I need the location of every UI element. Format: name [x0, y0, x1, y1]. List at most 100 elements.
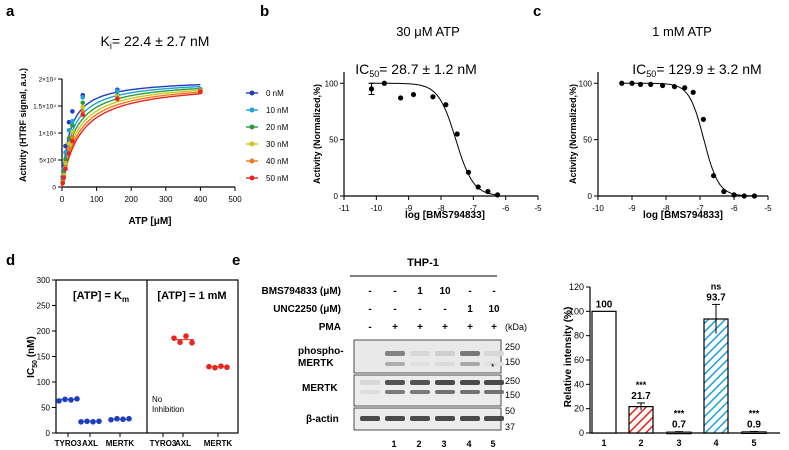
d-x-tick-label: TYRO3 — [55, 439, 82, 448]
panel-c-header: 1 mM ATP — [652, 24, 712, 39]
marker-actin-50: 50 — [505, 406, 515, 416]
panel-e-western-blot: THP-1 BMS794833 (μM) UNC2250 (μM) PMA - -… — [262, 257, 527, 449]
blot-condition-symbol: 10 — [439, 286, 451, 297]
a-legend-marker — [249, 175, 255, 181]
band-mertk-upper — [484, 380, 504, 385]
b-x-tick-label: -10 — [371, 204, 383, 213]
e-significance-label: *** — [674, 409, 685, 419]
a-data-point — [66, 119, 72, 125]
e-value-label: 21.7 — [631, 391, 651, 402]
e-significance-label: ns — [711, 281, 722, 291]
a-data-point — [80, 100, 86, 106]
e-y-tick-label: 60 — [574, 355, 584, 365]
a-legend-marker — [249, 158, 255, 164]
blot-condition-symbol: + — [392, 322, 398, 333]
b-data-point — [475, 184, 481, 190]
d-data-point — [212, 364, 218, 371]
d-x-tick-label: AXL — [82, 439, 98, 448]
band-actin — [385, 416, 405, 421]
panel-b-xlabel: log [BMS794833] — [405, 210, 485, 221]
a-legend-label: 40 nM — [266, 157, 289, 166]
a-legend-label: 20 nM — [266, 123, 289, 132]
a-x-tick-label: 500 — [228, 195, 242, 204]
band-phospho-mertk-lower — [410, 362, 430, 366]
a-fit-curve-2 — [61, 87, 201, 188]
band-mertk-upper — [385, 380, 405, 385]
c-data-point — [648, 81, 654, 87]
panel-d-title-right: [ATP] = 1 mM — [157, 290, 226, 302]
c-x-tick-label: -10 — [592, 204, 604, 213]
d-data-point — [183, 333, 189, 339]
band-phospho-mertk — [460, 351, 480, 356]
a-x-tick-label: 300 — [159, 195, 173, 204]
e-bar-2 — [628, 405, 654, 434]
a-data-point — [80, 104, 86, 110]
a-legend-marker — [249, 141, 255, 147]
e-bar-4 — [703, 318, 729, 434]
panel-d-ylabel: IC50 (nM) — [26, 336, 39, 378]
b-data-point — [443, 102, 449, 108]
band-mertk-lower — [435, 390, 455, 394]
lane-number: 4 — [466, 439, 471, 449]
row-label-bms: BMS794833 (μM) — [262, 286, 341, 297]
d-data-point — [126, 415, 132, 422]
d-data-point — [114, 415, 120, 422]
marker-mertk-150: 150 — [505, 390, 520, 400]
e-x-tick-label: 5 — [751, 438, 756, 448]
b-data-point — [454, 131, 460, 137]
kda-label: (kDa) — [505, 322, 527, 332]
panel-label-d: d — [6, 252, 15, 269]
b-data-point — [430, 94, 436, 100]
panel-a-xlabel: ATP [μM] — [129, 216, 172, 227]
band-phospho-mertk — [410, 351, 430, 356]
d-y-tick-label: 250 — [37, 302, 51, 311]
blot-condition-symbol: 1 — [467, 304, 473, 315]
panel-d-title-left: [ATP] = Km — [73, 290, 129, 304]
panel-d-no-inhibition-line2: Inhibition — [152, 405, 184, 414]
a-legend-label: 0 nM — [266, 89, 284, 98]
a-data-point — [61, 175, 67, 181]
c-data-point — [741, 193, 747, 199]
a-legend-label: 50 nM — [266, 174, 289, 183]
e-value-label: 0.9 — [747, 419, 761, 430]
a-data-point — [80, 95, 86, 100]
e-value-label: 0.7 — [672, 420, 686, 431]
a-fit-curve-5 — [61, 93, 201, 188]
blot-condition-symbol: - — [393, 286, 396, 297]
a-x-tick-label: 200 — [125, 195, 139, 204]
blot-label-actin: β-actin — [306, 414, 339, 425]
band-mertk-lower — [360, 390, 380, 394]
blot-condition-symbol: 10 — [488, 304, 500, 315]
c-data-point — [660, 82, 666, 89]
b-x-tick-label: -11 — [339, 204, 351, 213]
c-x-tick-label: -9 — [628, 204, 636, 213]
a-data-point — [60, 180, 65, 186]
d-y-tick-label: 150 — [37, 353, 51, 362]
e-y-tick-label: 100 — [569, 306, 584, 316]
panel-b-ylabel: Activity (Normalized,%) — [312, 84, 322, 184]
d-x-tick-label: MERTK — [204, 439, 233, 448]
d-data-point — [68, 397, 74, 403]
b-x-tick-label: -8 — [437, 204, 445, 213]
a-legend-marker — [249, 107, 255, 113]
a-data-point — [66, 141, 72, 147]
b-x-tick-label: -9 — [405, 204, 413, 213]
b-x-tick-label: -7 — [470, 204, 478, 213]
d-y-tick-label: 100 — [37, 378, 51, 387]
e-y-tick-label: 40 — [574, 379, 584, 389]
blot-label-mertk: MERTK — [302, 383, 338, 394]
e-x-tick-label: 2 — [638, 438, 643, 448]
panel-b-dose-response-chart: 30 μM ATP IC50= 28.7 ± 1.2 nM log [BMS79… — [312, 24, 542, 221]
d-data-point — [224, 364, 230, 371]
a-data-point — [70, 135, 75, 140]
panel-c-ic50: IC50= 129.9 ± 3.2 nM — [632, 61, 761, 79]
blot-condition-symbol: - — [368, 322, 371, 333]
panel-a-kinetics-chart: Ki= 22.4 ± 2.7 nM ATP [μM] Activity (HTR… — [18, 33, 289, 227]
a-data-point — [70, 109, 75, 114]
b-data-point — [397, 95, 404, 101]
d-data-point — [108, 416, 114, 423]
d-y-tick-label: 0 — [46, 429, 51, 438]
e-y-tick-label: 80 — [574, 331, 584, 341]
a-data-point — [63, 160, 68, 166]
